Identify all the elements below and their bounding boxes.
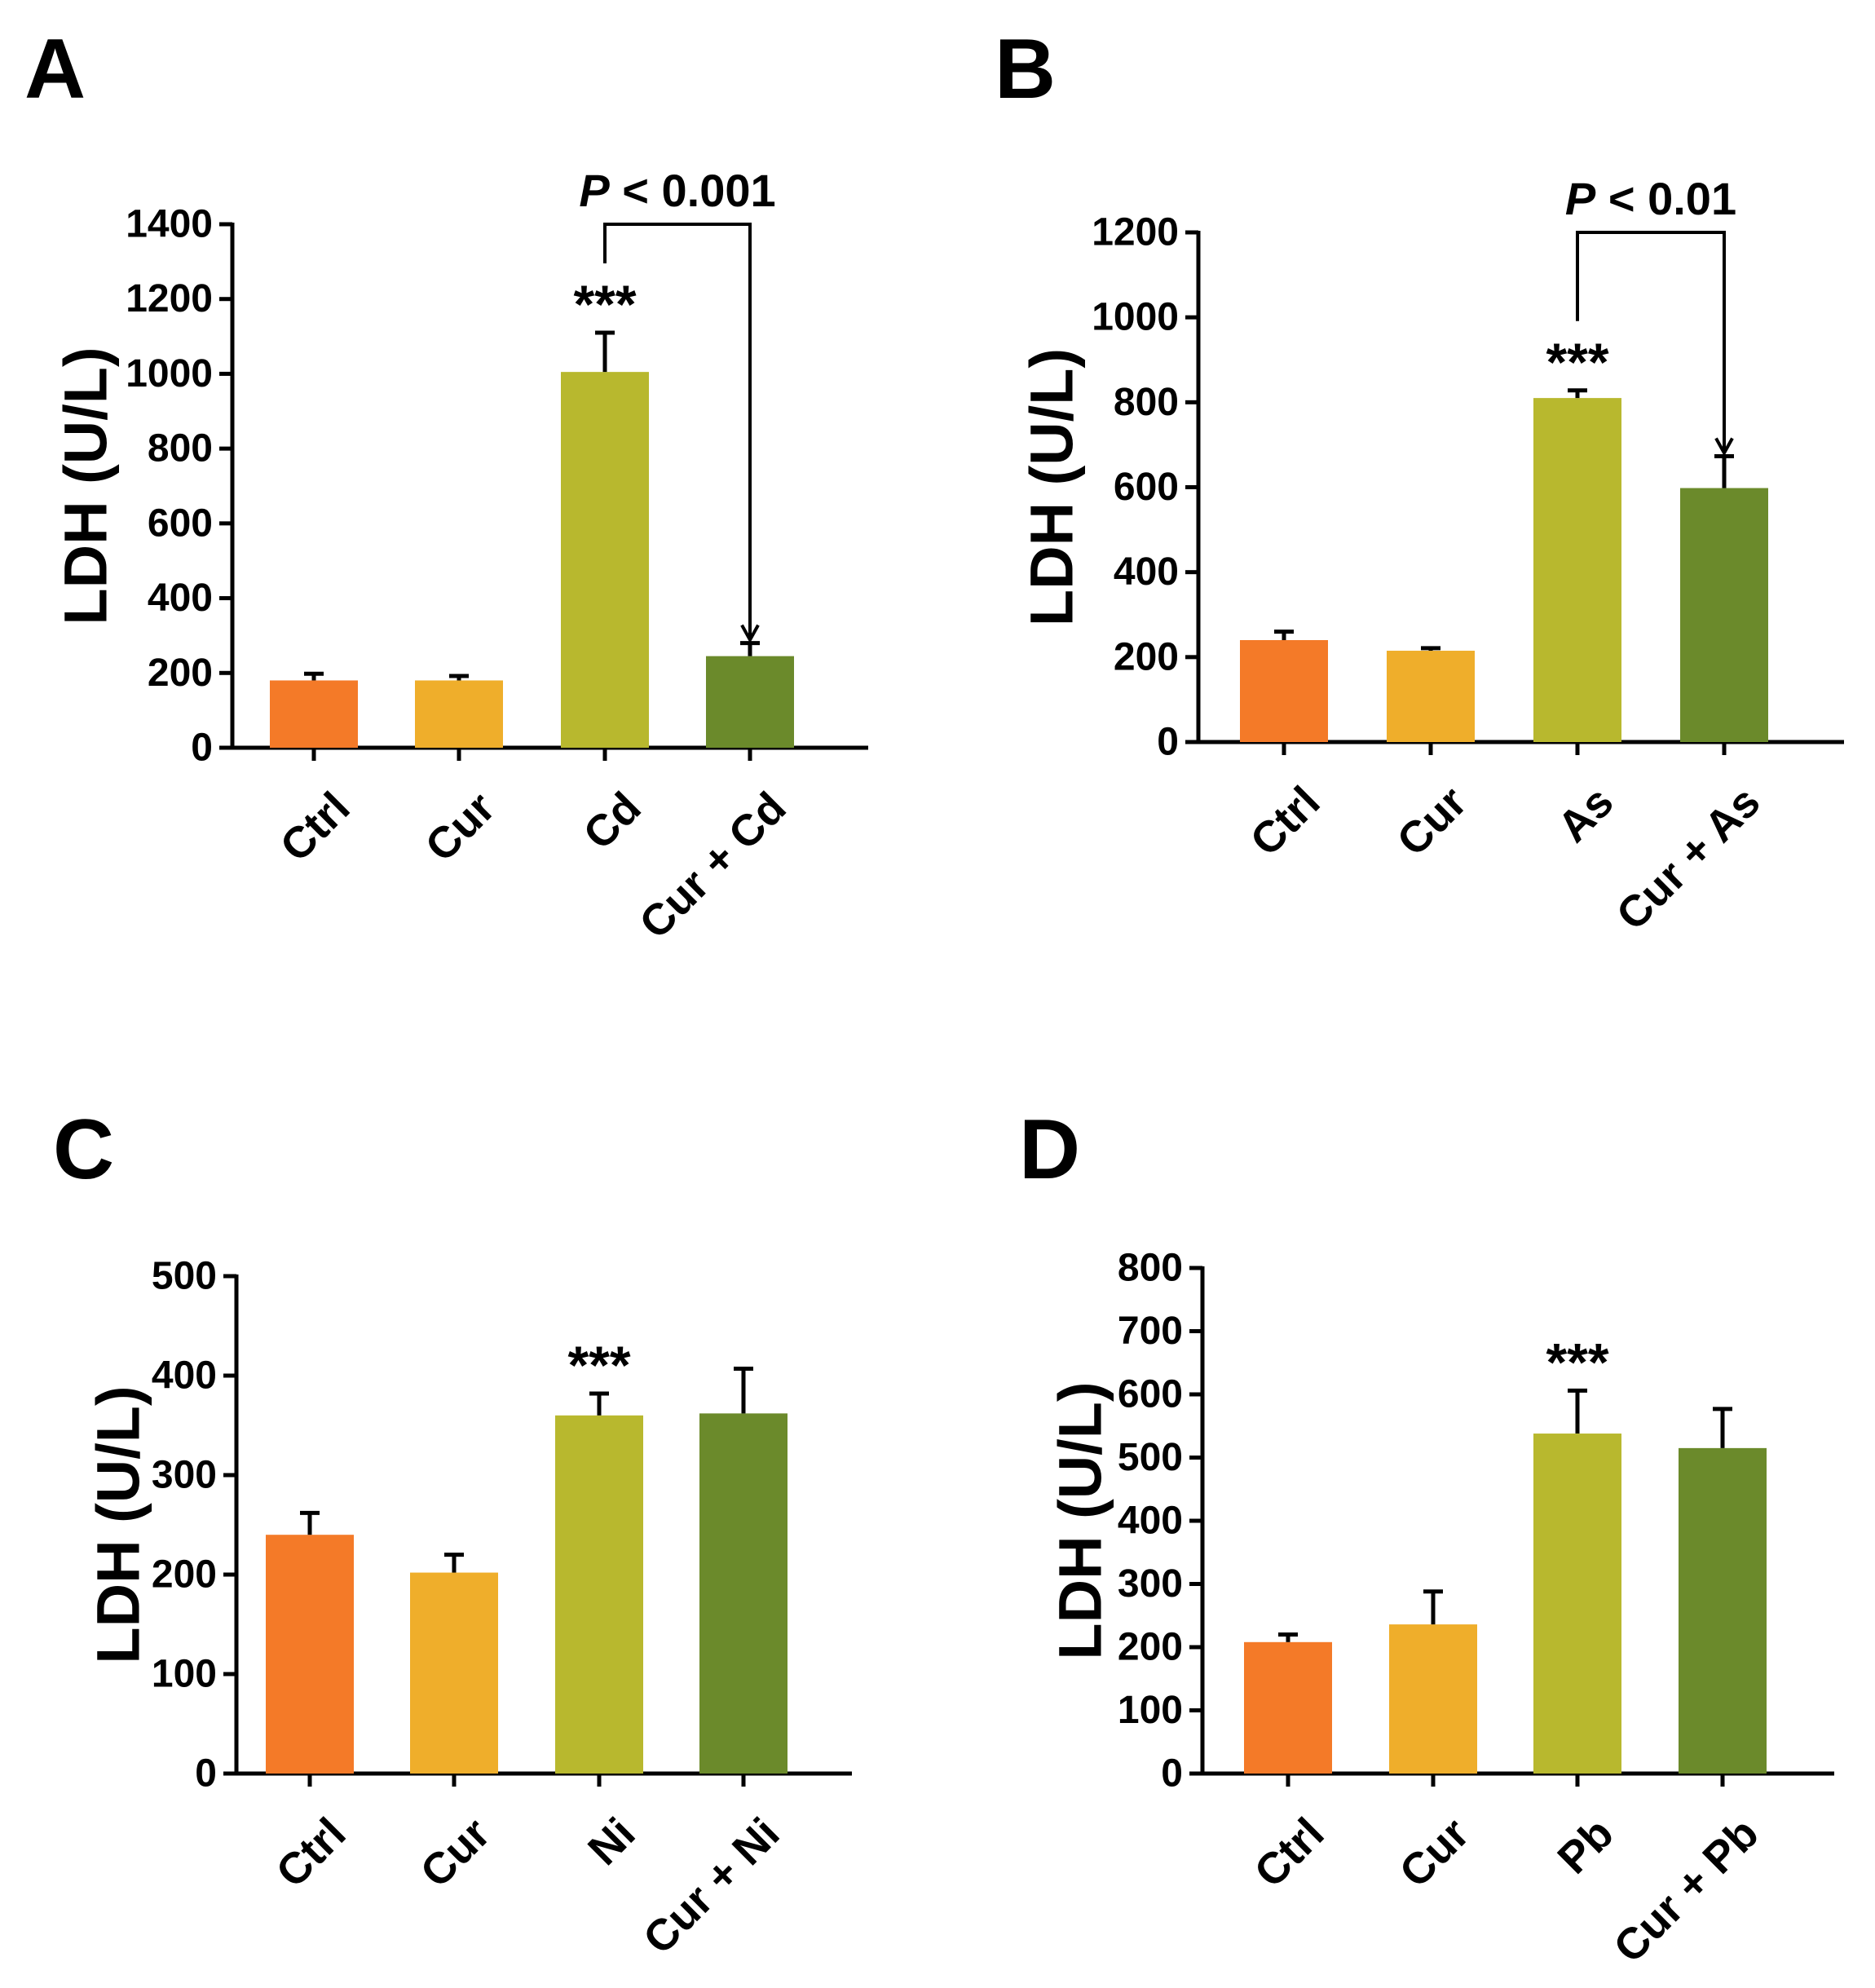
y-tick-label: 300 xyxy=(152,1454,217,1497)
x-tick-label: Pb xyxy=(1548,1809,1622,1883)
y-tick-label: 0 xyxy=(1157,721,1179,764)
x-tick-label: Cur xyxy=(416,783,504,871)
bar-cur xyxy=(410,1572,498,1774)
significance-stars: *** xyxy=(573,274,636,334)
comparison-arrowhead xyxy=(1714,437,1734,457)
bar-ctrl xyxy=(266,1535,354,1774)
bar-cd xyxy=(561,372,649,748)
p-value-label: P < 0.01 xyxy=(1565,173,1736,224)
y-tick-label: 600 xyxy=(148,501,213,545)
y-tick-label: 0 xyxy=(191,727,213,770)
p-value-letter: P xyxy=(579,165,610,216)
y-tick-label: 1000 xyxy=(126,352,213,395)
bar-ctrl xyxy=(1240,640,1328,742)
panel-letter: C xyxy=(53,1102,114,1197)
p-value-threshold: < 0.001 xyxy=(622,165,775,216)
y-tick-label: 1000 xyxy=(1092,296,1179,339)
x-tick-label: Cur + Ni xyxy=(634,1809,789,1964)
chart-panel-b: B LDH (U/L) 0 200 400 600 800 1000 1200 Ctrl Cur As… xyxy=(995,22,1844,939)
y-tick-label: 0 xyxy=(1161,1752,1183,1796)
bar-cur-ni xyxy=(699,1413,788,1774)
bar-cur-pb xyxy=(1679,1447,1767,1774)
y-tick-label: 800 xyxy=(1114,381,1179,424)
y-tick-label: 800 xyxy=(148,427,213,470)
y-tick-label: 1400 xyxy=(126,203,213,246)
significance-stars: *** xyxy=(567,1335,630,1395)
bar-pb xyxy=(1533,1434,1621,1774)
y-tick-label: 400 xyxy=(1114,550,1179,594)
significance-stars: *** xyxy=(1546,1332,1608,1392)
y-tick-label: 200 xyxy=(152,1553,217,1597)
y-tick-label: 400 xyxy=(148,577,213,620)
bar-cur xyxy=(1389,1624,1477,1774)
bar-cur xyxy=(415,680,503,748)
y-tick-label: 100 xyxy=(1118,1689,1183,1732)
y-tick-label: 400 xyxy=(152,1354,217,1398)
y-tick-label: 600 xyxy=(1118,1373,1183,1416)
significance-stars: *** xyxy=(1546,332,1608,392)
y-tick-label: 200 xyxy=(148,652,213,695)
comparison-arrowhead xyxy=(740,624,760,643)
p-value-threshold: < 0.01 xyxy=(1608,173,1736,224)
y-axis-label: LDH (U/L) xyxy=(1047,1381,1114,1659)
y-tick-label: 800 xyxy=(1118,1247,1183,1290)
x-tick-label: Cd xyxy=(574,783,650,859)
x-tick-label: Ctrl xyxy=(267,1809,355,1897)
bar-ni xyxy=(555,1415,643,1774)
chart-panel-d: D LDH (U/L) 0 100 200 300 400 500 600 700 800 Ctrl C… xyxy=(1019,1102,1834,1973)
x-tick-label: Ctrl xyxy=(1245,1809,1333,1897)
x-tick-label: Ctrl xyxy=(1241,777,1329,865)
y-tick-label: 0 xyxy=(195,1752,217,1796)
p-value-label: P < 0.001 xyxy=(579,165,775,216)
x-tick-label: Ctrl xyxy=(271,783,359,871)
comparison-bracket xyxy=(603,223,752,640)
x-tick-label: Cur + Cd xyxy=(630,783,796,948)
x-tick-label: Cur xyxy=(411,1809,499,1897)
x-tick-label: Ni xyxy=(579,1809,645,1875)
comparison-bracket xyxy=(1576,231,1726,453)
y-tick-label: 1200 xyxy=(126,277,213,320)
y-axis-label: LDH (U/L) xyxy=(1018,348,1086,626)
y-tick-label: 700 xyxy=(1118,1310,1183,1353)
p-value-space xyxy=(610,165,623,216)
panel-letter: B xyxy=(995,22,1056,117)
y-tick-label: 1200 xyxy=(1092,211,1179,254)
y-tick-label: 600 xyxy=(1114,466,1179,509)
bar-cur-as xyxy=(1680,488,1768,742)
bar-as xyxy=(1533,398,1621,742)
y-tick-label: 200 xyxy=(1118,1626,1183,1669)
x-tick-label: Cur xyxy=(1390,1809,1478,1897)
bar-ctrl xyxy=(270,680,358,748)
y-tick-label: 300 xyxy=(1118,1562,1183,1606)
x-tick-label: Cur + As xyxy=(1608,777,1770,939)
x-tick-label: Cur xyxy=(1388,777,1476,865)
y-tick-label: 100 xyxy=(152,1653,217,1696)
y-tick-label: 500 xyxy=(1118,1436,1183,1479)
y-axis-label: LDH (U/L) xyxy=(52,347,120,625)
p-value-letter: P xyxy=(1565,173,1596,224)
y-axis-label: LDH (U/L) xyxy=(85,1385,152,1663)
x-tick-label: Cur + Pb xyxy=(1604,1809,1767,1972)
bar-cur xyxy=(1387,651,1475,742)
x-tick-label: As xyxy=(1548,777,1622,851)
y-tick-label: 500 xyxy=(152,1255,217,1298)
bar-cur-cd xyxy=(706,656,794,748)
bar-ctrl xyxy=(1244,1641,1332,1774)
y-tick-label: 400 xyxy=(1118,1500,1183,1543)
chart-panel-a: A LDH (U/L) 0 200 400 600 800 1000 1200 1400 Ctrl C… xyxy=(24,22,868,948)
panel-letter: D xyxy=(1019,1102,1080,1197)
panel-letter: A xyxy=(24,22,86,117)
p-value-space xyxy=(1595,173,1608,224)
y-tick-label: 200 xyxy=(1114,635,1179,678)
